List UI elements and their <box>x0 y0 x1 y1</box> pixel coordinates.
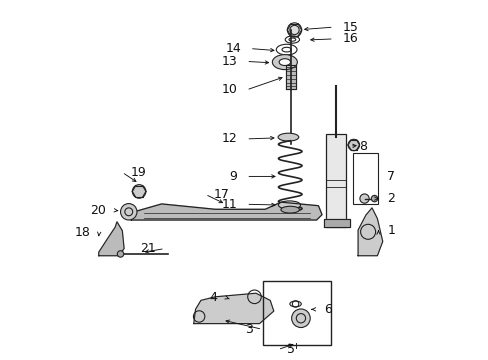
Circle shape <box>370 195 377 202</box>
Text: 8: 8 <box>358 140 366 153</box>
Circle shape <box>121 203 137 220</box>
Text: 15: 15 <box>342 21 358 33</box>
Polygon shape <box>193 293 273 324</box>
Polygon shape <box>357 208 382 256</box>
Text: 13: 13 <box>221 55 237 68</box>
Text: 18: 18 <box>74 226 90 239</box>
Text: 4: 4 <box>209 291 217 305</box>
Text: 19: 19 <box>131 166 146 179</box>
Circle shape <box>347 139 359 151</box>
Text: 10: 10 <box>221 84 237 96</box>
Ellipse shape <box>278 133 298 141</box>
Text: 7: 7 <box>386 170 395 183</box>
Text: 6: 6 <box>323 303 331 316</box>
Text: 3: 3 <box>245 323 253 336</box>
Polygon shape <box>99 222 124 256</box>
Text: 17: 17 <box>214 188 229 201</box>
Circle shape <box>287 23 301 37</box>
Polygon shape <box>324 219 349 227</box>
Circle shape <box>132 185 145 198</box>
Circle shape <box>117 251 123 257</box>
Text: 9: 9 <box>229 170 237 183</box>
Text: 14: 14 <box>224 42 241 55</box>
Text: 5: 5 <box>286 343 294 356</box>
Polygon shape <box>131 202 322 220</box>
Text: 12: 12 <box>221 132 237 145</box>
Text: 20: 20 <box>90 204 106 217</box>
Circle shape <box>291 309 309 328</box>
Ellipse shape <box>272 55 297 69</box>
Ellipse shape <box>281 206 299 213</box>
Circle shape <box>359 194 368 203</box>
Text: 2: 2 <box>386 192 394 205</box>
Ellipse shape <box>279 59 290 66</box>
Polygon shape <box>285 65 296 89</box>
Text: 21: 21 <box>140 242 156 255</box>
Text: 16: 16 <box>342 32 358 45</box>
FancyBboxPatch shape <box>325 134 345 227</box>
Text: 11: 11 <box>221 198 237 211</box>
Text: 1: 1 <box>386 224 394 237</box>
Ellipse shape <box>278 201 300 209</box>
